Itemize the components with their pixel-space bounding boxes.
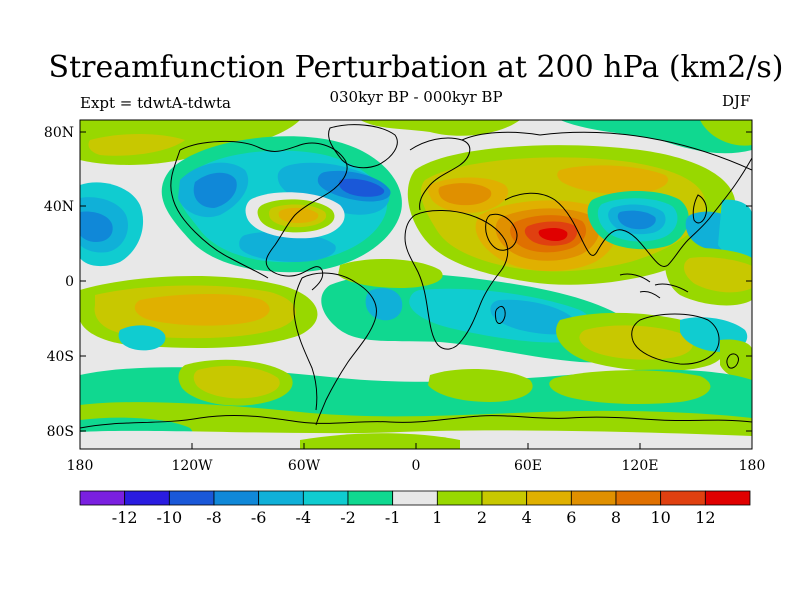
positive-region-india-max xyxy=(538,227,568,241)
positive-region-south-pole-atlantic xyxy=(300,433,460,449)
x-label-180-right: 180 xyxy=(739,458,766,474)
y-label-80s: 80S xyxy=(47,424,74,440)
coastline-new-zealand xyxy=(726,353,739,369)
colorbar-swatch xyxy=(302,490,349,506)
colorbar-label: -12 xyxy=(112,508,138,527)
colorbar-swatch xyxy=(570,490,617,506)
negative-region-arctic-east xyxy=(560,120,752,154)
positive-region-tropical-atlantic xyxy=(338,258,443,288)
positive-region-far-east-australia xyxy=(720,339,752,381)
colorbar-label: 2 xyxy=(477,508,487,527)
colorbar-swatch xyxy=(258,490,304,506)
positive-region-southern-ocean-east xyxy=(549,370,711,404)
x-label-180-left: 180 xyxy=(67,458,94,474)
negative-region-indian-ocean-core xyxy=(490,299,576,335)
negative-region-canada-west-core xyxy=(193,172,237,208)
season-label: DJF xyxy=(722,92,751,110)
positive-region-south-pacific-core xyxy=(134,294,270,326)
positive-region-australia-core xyxy=(579,325,693,360)
positive-region-eastern-us-core xyxy=(278,207,319,223)
y-label-80n: 80N xyxy=(44,125,74,141)
coastline-antarctica xyxy=(80,414,752,429)
streamfunction-field xyxy=(80,120,752,449)
x-label-60e: 60E xyxy=(514,458,542,474)
x-label-60w: 60W xyxy=(288,458,321,474)
coastline-south-america xyxy=(293,272,377,426)
colorbar-label: -1 xyxy=(385,508,401,527)
colorbar xyxy=(79,490,751,506)
x-axis-ticks xyxy=(79,443,753,449)
colorbar-swatch xyxy=(436,490,483,506)
positive-region-west-pacific-tropics-mid xyxy=(683,257,752,293)
x-label-120w: 120W xyxy=(171,458,213,474)
coastline-asia xyxy=(504,131,752,267)
coastline-madagascar xyxy=(494,305,506,324)
coastline-greenland xyxy=(328,124,398,169)
colorbar-label: 4 xyxy=(522,508,532,527)
colorbar-swatch xyxy=(392,490,438,506)
colorbar-label: 12 xyxy=(695,508,715,527)
colorbar-label: -4 xyxy=(296,508,312,527)
coastlines xyxy=(80,124,752,429)
colorbar-swatch xyxy=(481,490,528,506)
negative-region-west-pacific-core xyxy=(80,211,113,242)
coastline-arabia xyxy=(485,213,518,251)
plot-subtitle: 030kyr BP - 000kyr BP xyxy=(329,88,503,106)
colorbar-label: 8 xyxy=(611,508,621,527)
negative-region-east-asia-max xyxy=(617,210,656,230)
colorbar-swatch xyxy=(79,490,126,506)
colorbar-label: -10 xyxy=(156,508,182,527)
y-label-40n: 40N xyxy=(44,199,74,215)
colorbar-swatch xyxy=(124,490,170,506)
negative-region-labrador-max xyxy=(339,178,385,197)
negative-region-south-pacific-spot xyxy=(118,325,166,351)
positive-region-north-pacific-mid xyxy=(88,134,185,156)
colorbar-swatch xyxy=(615,490,662,506)
coastline-europe xyxy=(409,131,541,211)
colorbar-label: 6 xyxy=(566,508,576,527)
coastline-japan xyxy=(692,194,707,224)
x-label-120e: 120E xyxy=(622,458,659,474)
colorbar-swatch xyxy=(213,490,260,506)
colorbar-swatch xyxy=(660,490,706,506)
coastline-australia xyxy=(631,313,720,365)
colorbar-swatch xyxy=(704,490,751,506)
coastline-africa xyxy=(404,210,509,350)
y-label-0: 0 xyxy=(65,274,74,290)
colorbar-swatch xyxy=(168,490,215,506)
colorbar-label: 1 xyxy=(432,508,442,527)
experiment-label: Expt = tdwtA-tdwta xyxy=(80,94,231,112)
negative-region-brazil xyxy=(365,288,403,321)
colorbar-label: -6 xyxy=(251,508,267,527)
coastline-north-america xyxy=(170,141,348,291)
positive-region-arctic-far-east xyxy=(700,120,752,146)
positive-region-europe-core xyxy=(438,183,492,206)
colorbar-label: -2 xyxy=(340,508,356,527)
colorbar-swatch xyxy=(526,490,572,506)
colorbar-label: -8 xyxy=(206,508,222,527)
positive-region-south-indian xyxy=(428,368,533,402)
colorbar-swatch xyxy=(347,490,394,506)
y-axis-ticks xyxy=(80,131,752,432)
negative-region-gulf xyxy=(239,231,336,262)
negative-region-japan-outer xyxy=(718,199,752,261)
positive-region-north-top xyxy=(360,120,520,136)
x-label-0: 0 xyxy=(412,458,421,474)
positive-region-south-pacific-subantarctic-core xyxy=(193,365,280,399)
coastline-indonesia xyxy=(619,273,689,299)
colorbar-labels: -12 -10 -8 -6 -4 -2 -1 1 2 4 6 8 10 12 xyxy=(112,508,716,527)
y-label-40s: 40S xyxy=(47,349,74,365)
positive-region-siberia xyxy=(557,165,669,195)
plot-title: Streamfunction Perturbation at 200 hPa (… xyxy=(48,50,784,85)
colorbar-label: 10 xyxy=(650,508,670,527)
